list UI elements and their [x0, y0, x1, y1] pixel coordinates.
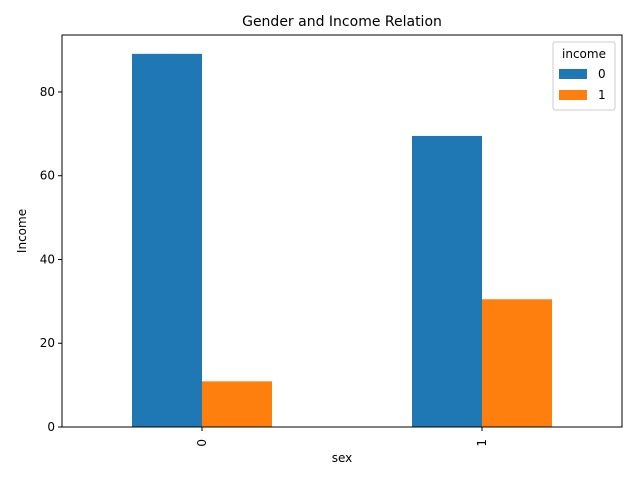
chart-title: Gender and Income Relation — [242, 14, 442, 30]
plot-frame — [61, 34, 623, 428]
legend-swatch-0 — [559, 69, 587, 79]
bar-series-1-sex-0 — [202, 381, 272, 427]
legend-swatch-1 — [559, 90, 587, 100]
bar-series-0-sex-1 — [412, 135, 482, 427]
y-tick-label: 40 — [40, 252, 55, 266]
y-axis: 0 20 40 60 80 — [40, 85, 62, 434]
bar-series-0-sex-0 — [132, 53, 202, 427]
plot-area — [132, 53, 552, 427]
bar-series-1-sex-1 — [482, 299, 552, 427]
legend-label-1: 1 — [598, 88, 606, 102]
y-tick-label: 20 — [40, 336, 55, 350]
x-tick-label: 0 — [195, 439, 209, 447]
y-axis-label: Income — [15, 209, 29, 253]
legend: income 01 — [552, 41, 616, 111]
x-tick-label: 1 — [475, 439, 489, 447]
y-tick-label: 80 — [40, 85, 55, 99]
y-tick-label: 60 — [40, 169, 55, 183]
legend-label-0: 0 — [598, 67, 606, 81]
legend-items: 01 — [559, 67, 606, 102]
legend-title: income — [562, 47, 606, 61]
x-axis-label: sex — [332, 451, 353, 465]
y-tick-label: 0 — [47, 420, 55, 434]
